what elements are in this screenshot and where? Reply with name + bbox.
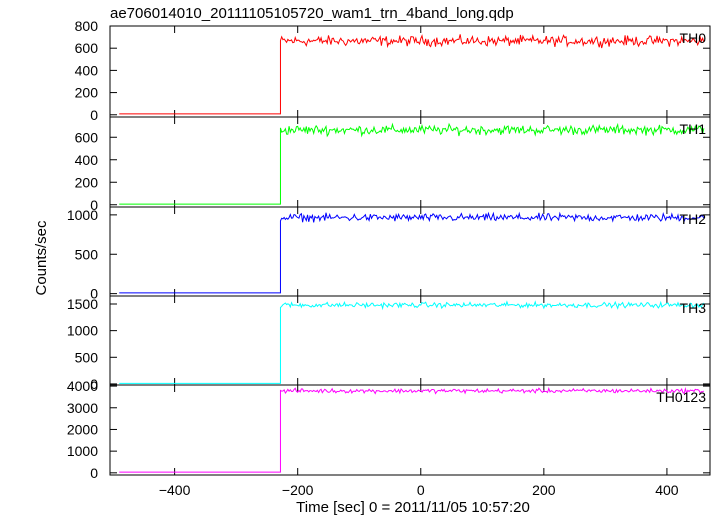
series-line-th0 bbox=[119, 33, 705, 115]
y-tick-label: 0 bbox=[90, 286, 98, 302]
y-tick-label: 4000 bbox=[67, 378, 98, 394]
panel-frame bbox=[109, 295, 711, 386]
y-tick-label: 400 bbox=[75, 62, 99, 78]
y-tick-label: 1000 bbox=[67, 207, 98, 223]
y-tick-label: 600 bbox=[75, 40, 99, 56]
series-line-th3 bbox=[119, 300, 705, 384]
series-line-th1 bbox=[119, 122, 705, 205]
panel-th0: 0 200 400 600 800 TH0 bbox=[75, 18, 711, 123]
x-tick-label: 400 bbox=[655, 482, 679, 498]
x-axis-label: Time [sec] 0 = 2011/11/05 10:57:20 bbox=[296, 499, 530, 516]
y-tick-label: 1000 bbox=[67, 323, 98, 339]
x-tick-label: −200 bbox=[282, 482, 314, 498]
x-tick-label: 0 bbox=[417, 482, 425, 498]
y-tick-label: 200 bbox=[75, 174, 99, 190]
series-label-th3: TH3 bbox=[680, 300, 707, 316]
y-tick-label: 400 bbox=[75, 152, 99, 168]
y-tick-label: 500 bbox=[75, 246, 99, 262]
panel-frame bbox=[109, 206, 711, 297]
y-tick-label: 0 bbox=[90, 197, 98, 213]
y-tick-label: 500 bbox=[75, 349, 99, 365]
y-tick-label: 2000 bbox=[67, 421, 98, 437]
panel-th2: 0 500 1000 TH2 bbox=[67, 206, 711, 302]
series-label-th2: TH2 bbox=[680, 211, 707, 227]
panel-th3: 0 500 1000 1500 TH3 bbox=[67, 295, 711, 392]
y-tick-label: 0 bbox=[90, 376, 98, 392]
panels: 0 200 400 600 800 TH0 0 200 400 600 TH1 0 500 1000 TH2… bbox=[67, 18, 711, 481]
panel-th1: 0 200 400 600 TH1 bbox=[75, 116, 711, 213]
y-tick-label: 3000 bbox=[67, 400, 98, 416]
series-line-th0123 bbox=[119, 386, 705, 473]
y-tick-label: 600 bbox=[75, 129, 99, 145]
x-tick-label: −400 bbox=[159, 482, 191, 498]
y-tick-label: 200 bbox=[75, 85, 99, 101]
series-label-th1: TH1 bbox=[680, 121, 707, 137]
x-axis: −400 −200 0 200 400 bbox=[159, 482, 679, 498]
y-tick-label: 1500 bbox=[67, 296, 98, 312]
y-tick-label: 0 bbox=[90, 465, 98, 481]
y-tick-label: 800 bbox=[75, 18, 99, 34]
panel-th0123: 0 1000 2000 3000 4000 TH0123 bbox=[67, 378, 711, 481]
series-line-th2 bbox=[119, 211, 705, 294]
panel-frame bbox=[109, 384, 711, 476]
y-axis-label: Counts/sec bbox=[33, 220, 50, 296]
y-tick-label: 0 bbox=[90, 107, 98, 123]
series-label-th0123: TH0123 bbox=[656, 389, 706, 405]
y-tick-label: 1000 bbox=[67, 443, 98, 459]
x-tick-label: 200 bbox=[532, 482, 556, 498]
series-label-th0: TH0 bbox=[680, 30, 707, 46]
chart-title: ae706014010_20111105105720_wam1_trn_4ban… bbox=[110, 5, 514, 22]
